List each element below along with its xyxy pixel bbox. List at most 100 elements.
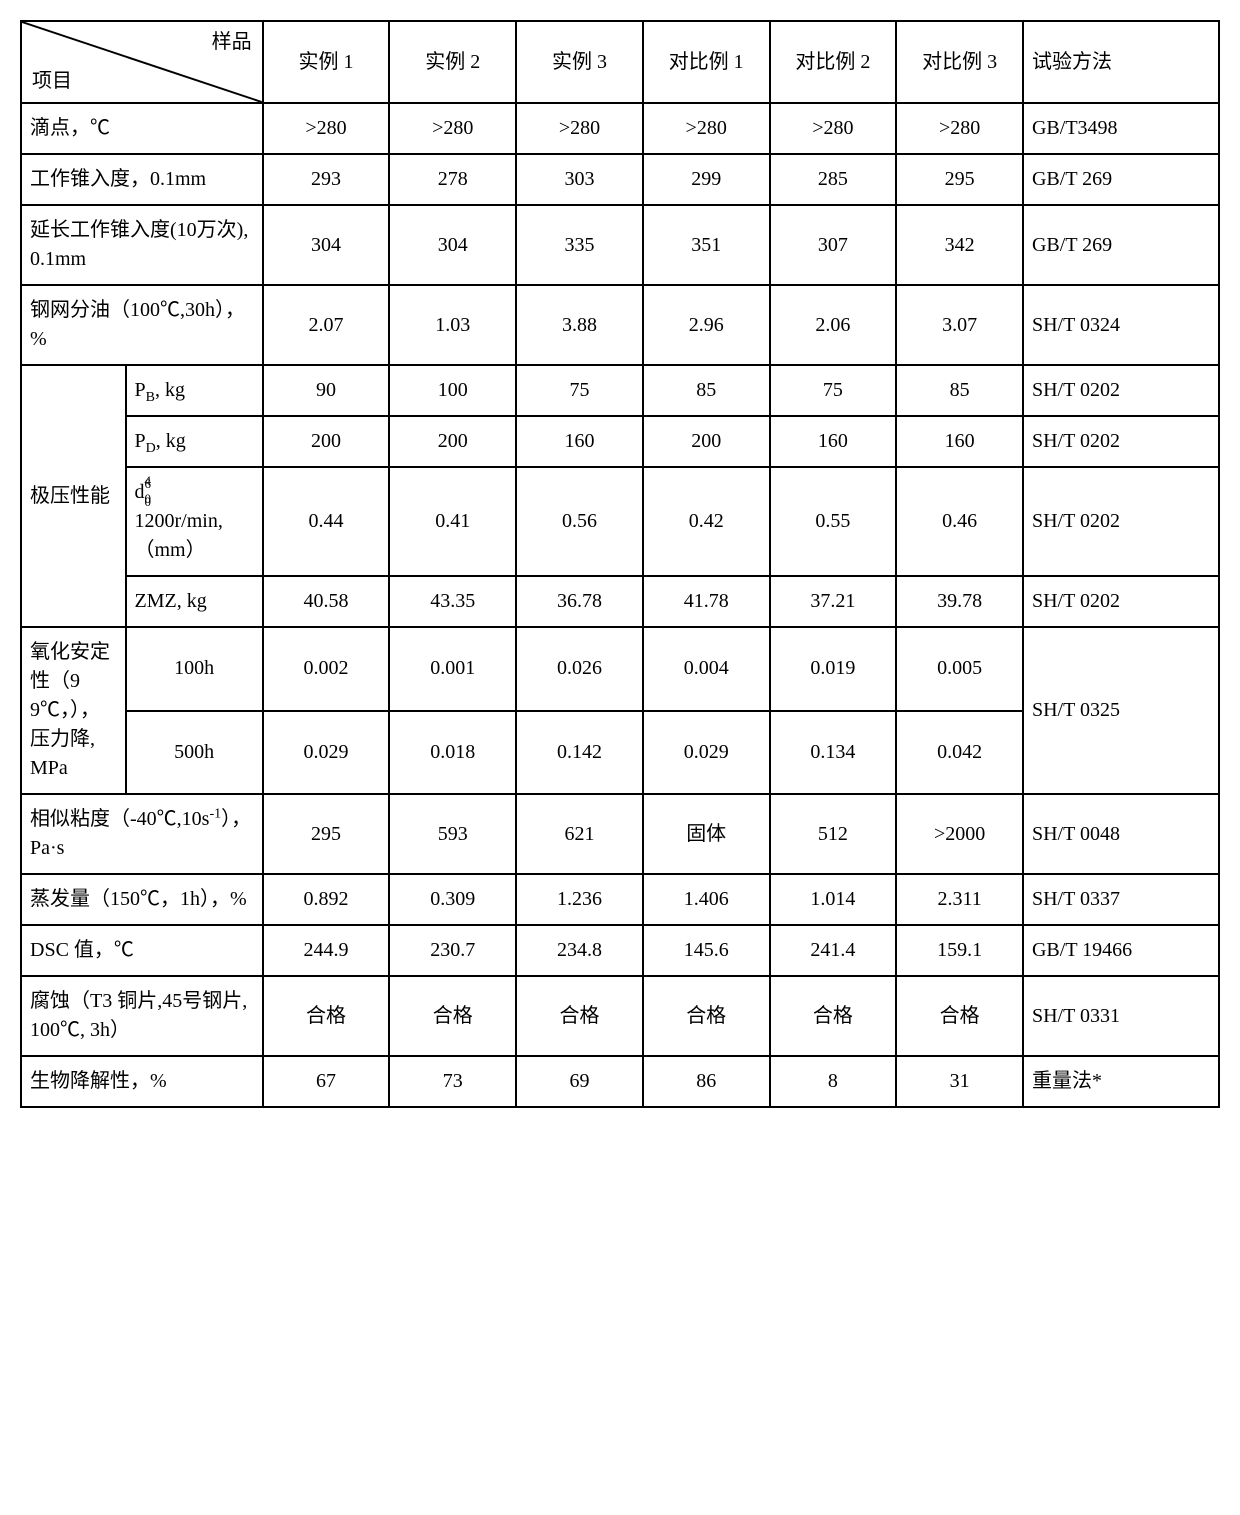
table-row: 生物降解性，% 67 73 69 86 8 31 重量法*	[21, 1056, 1219, 1107]
ox-group-label: 氧化安定性（99℃，），压力降, MPa	[21, 627, 126, 794]
cell: 1.03	[389, 285, 516, 365]
cell: 2.96	[643, 285, 770, 365]
ox-row: 氧化安定性（99℃，），压力降, MPa 100h 0.002 0.001 0.…	[21, 627, 1219, 711]
cell: 73	[389, 1056, 516, 1107]
method-cell: GB/T3498	[1023, 103, 1219, 154]
cell: 0.134	[770, 711, 897, 795]
ep-row: PD, kg 200 200 160 200 160 160 SH/T 0202	[21, 416, 1219, 467]
cell: 285	[770, 154, 897, 205]
col-header-method: 试验方法	[1023, 21, 1219, 103]
cell: 2.06	[770, 285, 897, 365]
cell: 0.42	[643, 467, 770, 576]
cell: 241.4	[770, 925, 897, 976]
row-label: 蒸发量（150℃，1h），%	[21, 874, 263, 925]
cell: >280	[263, 103, 390, 154]
cell: 合格	[643, 976, 770, 1056]
cell: 0.029	[263, 711, 390, 795]
cell: 299	[643, 154, 770, 205]
cell: >280	[643, 103, 770, 154]
cell: 160	[896, 416, 1023, 467]
ep-sub-label: PB, kg	[126, 365, 263, 416]
header-diag-top: 样品	[212, 28, 252, 57]
cell: 90	[263, 365, 390, 416]
method-cell: SH/T 0202	[1023, 576, 1219, 627]
ep-row: 极压性能 PB, kg 90 100 75 85 75 85 SH/T 0202	[21, 365, 1219, 416]
ep-group-label: 极压性能	[21, 365, 126, 627]
row-label: 腐蚀（T3 铜片,45号钢片, 100℃, 3h）	[21, 976, 263, 1056]
cell: 145.6	[643, 925, 770, 976]
cell: 75	[770, 365, 897, 416]
cell: 160	[770, 416, 897, 467]
cell: >280	[389, 103, 516, 154]
ep-row: ZMZ, kg 40.58 43.35 36.78 41.78 37.21 39…	[21, 576, 1219, 627]
cell: 0.026	[516, 627, 643, 711]
cell: 0.55	[770, 467, 897, 576]
cell: 85	[896, 365, 1023, 416]
cell: 307	[770, 205, 897, 285]
properties-table: 样品 项目 实例 1 实例 2 实例 3 对比例 1 对比例 2 对比例 3 试…	[20, 20, 1220, 1108]
cell: 342	[896, 205, 1023, 285]
cell: 0.892	[263, 874, 390, 925]
method-cell: SH/T 0331	[1023, 976, 1219, 1056]
method-cell: SH/T 0202	[1023, 467, 1219, 576]
cell: 0.001	[389, 627, 516, 711]
row-label: 工作锥入度，0.1mm	[21, 154, 263, 205]
cell: 593	[389, 794, 516, 874]
method-cell: GB/T 269	[1023, 154, 1219, 205]
col-header: 实例 2	[389, 21, 516, 103]
col-header: 对比例 2	[770, 21, 897, 103]
ep-sub-label: d4060 1200r/min,（mm）	[126, 467, 263, 576]
cell: >280	[896, 103, 1023, 154]
cell: 621	[516, 794, 643, 874]
cell: 1.236	[516, 874, 643, 925]
method-cell: SH/T 0325	[1023, 627, 1219, 794]
ox-sub-label: 500h	[126, 711, 263, 795]
table-row: 相似粘度（-40℃,10s-1），Pa·s 295 593 621 固体 512…	[21, 794, 1219, 874]
row-label: 生物降解性，%	[21, 1056, 263, 1107]
cell: >280	[516, 103, 643, 154]
cell: 295	[896, 154, 1023, 205]
cell: 41.78	[643, 576, 770, 627]
cell: 85	[643, 365, 770, 416]
cell: 304	[263, 205, 390, 285]
cell: 0.46	[896, 467, 1023, 576]
ep-sub-label: ZMZ, kg	[126, 576, 263, 627]
method-cell: 重量法*	[1023, 1056, 1219, 1107]
cell: 512	[770, 794, 897, 874]
table-row: 工作锥入度，0.1mm 293 278 303 299 285 295 GB/T…	[21, 154, 1219, 205]
cell: 0.042	[896, 711, 1023, 795]
cell: 0.029	[643, 711, 770, 795]
cell: 合格	[389, 976, 516, 1056]
table-row: 滴点，℃ >280 >280 >280 >280 >280 >280 GB/T3…	[21, 103, 1219, 154]
row-label: 滴点，℃	[21, 103, 263, 154]
method-cell: SH/T 0202	[1023, 365, 1219, 416]
cell: 86	[643, 1056, 770, 1107]
ep-sub-label: PD, kg	[126, 416, 263, 467]
cell: 303	[516, 154, 643, 205]
cell: 2.311	[896, 874, 1023, 925]
cell: 293	[263, 154, 390, 205]
row-label: 相似粘度（-40℃,10s-1），Pa·s	[21, 794, 263, 874]
table-row: 钢网分油（100℃,30h），% 2.07 1.03 3.88 2.96 2.0…	[21, 285, 1219, 365]
cell: 8	[770, 1056, 897, 1107]
method-cell: GB/T 269	[1023, 205, 1219, 285]
method-cell: SH/T 0324	[1023, 285, 1219, 365]
cell: 0.41	[389, 467, 516, 576]
cell: 40.58	[263, 576, 390, 627]
cell: 351	[643, 205, 770, 285]
method-cell: GB/T 19466	[1023, 925, 1219, 976]
cell: 合格	[263, 976, 390, 1056]
cell: 160	[516, 416, 643, 467]
cell: 31	[896, 1056, 1023, 1107]
col-header: 实例 1	[263, 21, 390, 103]
cell: 295	[263, 794, 390, 874]
method-cell: SH/T 0048	[1023, 794, 1219, 874]
col-header: 对比例 1	[643, 21, 770, 103]
cell: 1.406	[643, 874, 770, 925]
col-header: 实例 3	[516, 21, 643, 103]
row-label: 延长工作锥入度(10万次),0.1mm	[21, 205, 263, 285]
cell: 3.07	[896, 285, 1023, 365]
header-diag-cell: 样品 项目	[21, 21, 263, 103]
cell: 0.005	[896, 627, 1023, 711]
cell: 100	[389, 365, 516, 416]
